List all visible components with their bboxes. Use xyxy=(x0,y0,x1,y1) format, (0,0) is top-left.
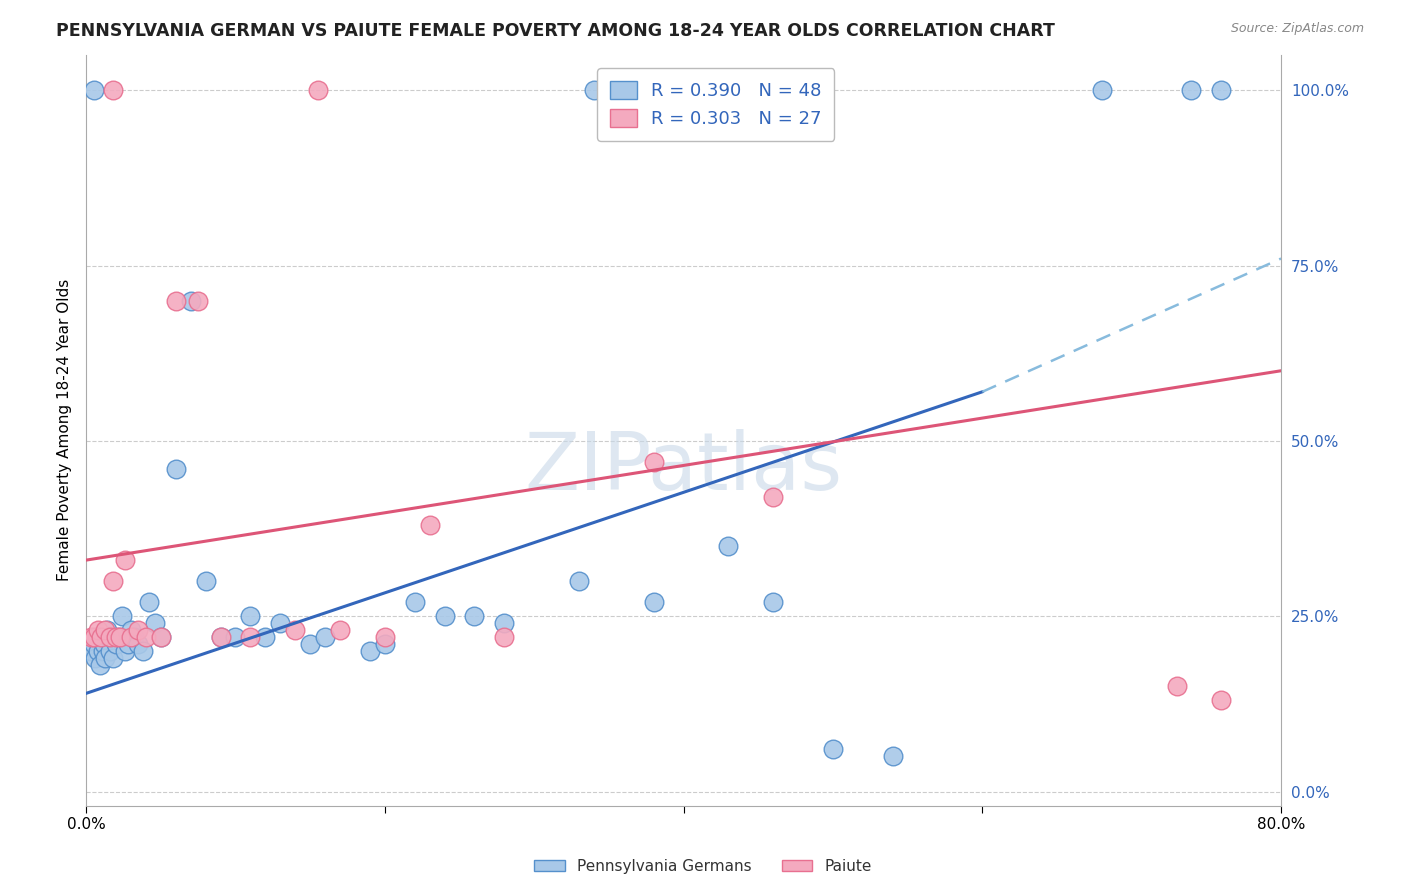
Point xyxy=(111,609,134,624)
Point xyxy=(120,624,142,638)
Legend: Pennsylvania Germans, Paiute: Pennsylvania Germans, Paiute xyxy=(527,853,879,880)
Point xyxy=(114,644,136,658)
Point xyxy=(194,574,217,589)
Point xyxy=(87,644,110,658)
Point xyxy=(101,574,124,589)
Point xyxy=(239,609,262,624)
Point xyxy=(83,637,105,651)
Point xyxy=(117,637,139,651)
Point xyxy=(94,624,117,638)
Point xyxy=(374,630,396,644)
Text: PENNSYLVANIA GERMAN VS PAIUTE FEMALE POVERTY AMONG 18-24 YEAR OLDS CORRELATION C: PENNSYLVANIA GERMAN VS PAIUTE FEMALE POV… xyxy=(56,22,1054,40)
Point xyxy=(83,83,105,97)
Point xyxy=(180,293,202,308)
Point xyxy=(433,609,456,624)
Point xyxy=(165,462,187,476)
Point xyxy=(762,595,785,609)
Point xyxy=(717,539,740,553)
Point xyxy=(1211,83,1233,97)
Point xyxy=(104,630,127,644)
Point xyxy=(120,630,142,644)
Point xyxy=(463,609,485,624)
Point xyxy=(165,293,187,308)
Text: ZIPatlas: ZIPatlas xyxy=(524,429,842,507)
Point xyxy=(643,595,665,609)
Point xyxy=(79,630,101,644)
Point xyxy=(1091,83,1114,97)
Point xyxy=(132,644,155,658)
Point xyxy=(114,553,136,567)
Point xyxy=(1166,679,1188,693)
Point xyxy=(359,644,381,658)
Point xyxy=(90,630,112,644)
Point xyxy=(91,644,114,658)
Point xyxy=(209,630,232,644)
Point xyxy=(299,637,322,651)
Point xyxy=(307,83,329,97)
Point xyxy=(84,651,107,665)
Point xyxy=(627,83,650,97)
Point xyxy=(135,630,157,644)
Point xyxy=(187,293,209,308)
Point xyxy=(149,630,172,644)
Point xyxy=(96,624,118,638)
Point xyxy=(86,630,108,644)
Point xyxy=(98,630,121,644)
Point xyxy=(108,630,131,644)
Point xyxy=(98,644,121,658)
Point xyxy=(127,624,149,638)
Point xyxy=(97,630,120,644)
Point xyxy=(1180,83,1202,97)
Point xyxy=(149,630,172,644)
Legend: R = 0.390   N = 48, R = 0.303   N = 27: R = 0.390 N = 48, R = 0.303 N = 27 xyxy=(598,68,834,141)
Point xyxy=(143,616,166,631)
Point xyxy=(101,83,124,97)
Point xyxy=(568,574,591,589)
Y-axis label: Female Poverty Among 18-24 Year Olds: Female Poverty Among 18-24 Year Olds xyxy=(58,279,72,582)
Point xyxy=(122,630,145,644)
Point xyxy=(239,630,262,644)
Point xyxy=(494,616,516,631)
Point xyxy=(419,518,441,533)
Point xyxy=(582,83,605,97)
Point xyxy=(269,616,291,631)
Point xyxy=(643,455,665,469)
Point xyxy=(284,624,307,638)
Point xyxy=(79,644,101,658)
Point xyxy=(224,630,246,644)
Point xyxy=(110,630,132,644)
Point xyxy=(87,624,110,638)
Point xyxy=(127,637,149,651)
Point xyxy=(104,637,127,651)
Point xyxy=(138,595,160,609)
Point xyxy=(89,658,111,673)
Text: Source: ZipAtlas.com: Source: ZipAtlas.com xyxy=(1230,22,1364,36)
Point xyxy=(374,637,396,651)
Point xyxy=(1211,693,1233,707)
Point xyxy=(94,651,117,665)
Point xyxy=(93,637,115,651)
Point xyxy=(821,742,844,756)
Point xyxy=(762,490,785,504)
Point xyxy=(254,630,277,644)
Point xyxy=(494,630,516,644)
Point xyxy=(329,624,352,638)
Point xyxy=(101,651,124,665)
Point xyxy=(314,630,336,644)
Point xyxy=(90,630,112,644)
Point xyxy=(882,749,904,764)
Point xyxy=(83,630,105,644)
Point xyxy=(209,630,232,644)
Point xyxy=(404,595,426,609)
